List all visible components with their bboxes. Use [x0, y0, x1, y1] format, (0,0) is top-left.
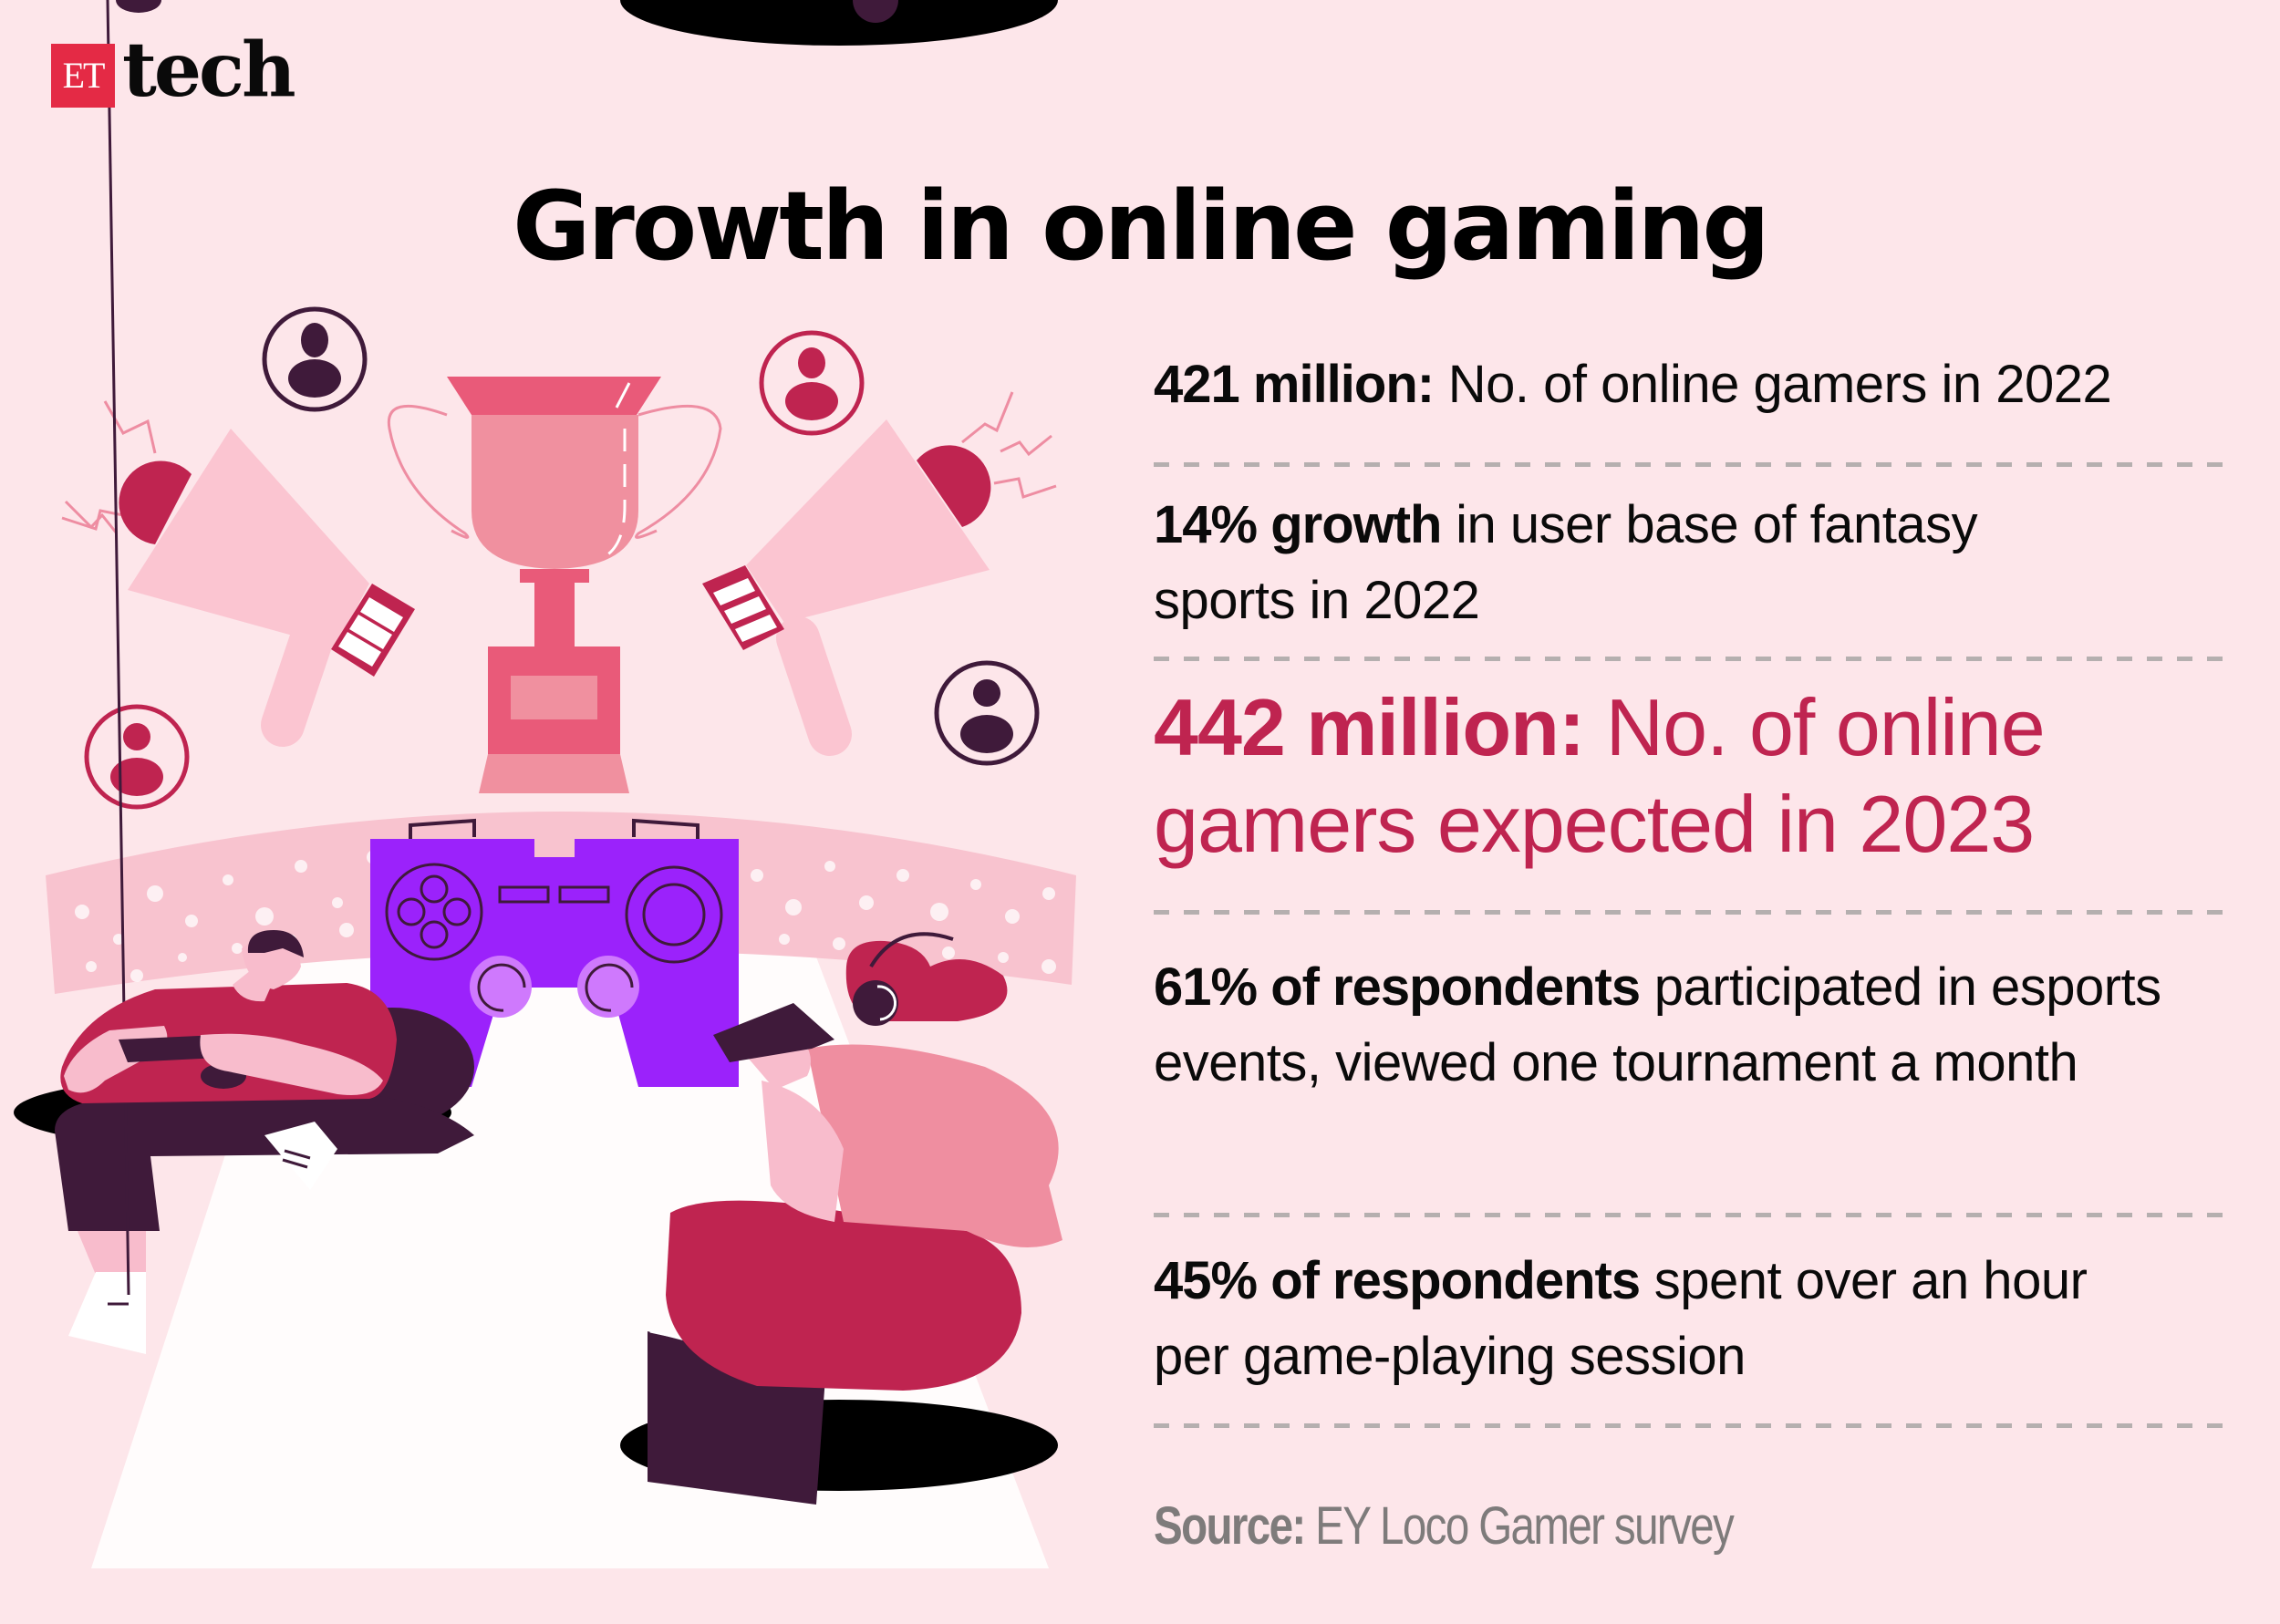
user-icon: [759, 330, 865, 436]
divider: [1154, 1423, 2230, 1428]
user-icon: [84, 704, 190, 810]
stat-description: No. of online gamers in 2022: [1434, 355, 2112, 414]
stat-description: in user base of fantasy sports in 2022: [1154, 495, 1978, 630]
gaming-illustration: [14, 0, 1076, 1568]
divider: [1154, 657, 2230, 661]
megaphone-left-icon: [61, 400, 415, 747]
stat-highlight: 442 million:: [1154, 682, 1585, 772]
stat-item: 45% of respondents spent over an hour pe…: [1154, 1217, 2230, 1423]
stat-highlight: 421 million:: [1154, 355, 1435, 414]
user-icon: [934, 660, 1040, 766]
stat-item: 421 million: No. of online gamers in 202…: [1154, 347, 2230, 462]
source-label: Source:: [1154, 1496, 1306, 1556]
source-note: Source: EY Loco Gamer survey: [1154, 1495, 1735, 1557]
stat-item: 14% growth in user base of fantasy sport…: [1154, 467, 2230, 657]
divider: [1154, 462, 2230, 467]
brand-logo: ET tech: [51, 33, 296, 108]
stat-item-highlighted: 442 million: No. of online gamers expect…: [1154, 661, 2230, 910]
stat-highlight: 14% growth: [1154, 495, 1442, 554]
girl-gamer-figure: [620, 0, 1062, 1505]
page-title: Growth in online gaming: [513, 171, 1770, 282]
stat-description: spent over an hour per game-playing sess…: [1154, 1251, 2088, 1386]
stats-list: 421 million: No. of online gamers in 202…: [1154, 347, 2230, 1428]
logo-word: tech: [122, 26, 296, 114]
stat-item: 61% of respondents participated in espor…: [1154, 915, 2230, 1213]
trophy-icon: [387, 377, 722, 793]
logo-box: ET: [51, 44, 115, 108]
stat-description: participated in esports events, viewed o…: [1154, 957, 2161, 1092]
boy-gamer-figure: [14, 0, 474, 1354]
user-icon: [262, 306, 368, 412]
stat-description: No. of online gamers expected in 2023: [1154, 682, 2046, 869]
stat-highlight: 45% of respondents: [1154, 1251, 1641, 1310]
game-controller-icon: [370, 818, 739, 1087]
divider: [1154, 1213, 2230, 1217]
divider: [1154, 910, 2230, 915]
source-text: EY Loco Gamer survey: [1304, 1496, 1735, 1556]
stat-highlight: 61% of respondents: [1154, 957, 1641, 1017]
megaphone-right-icon: [702, 391, 1057, 756]
